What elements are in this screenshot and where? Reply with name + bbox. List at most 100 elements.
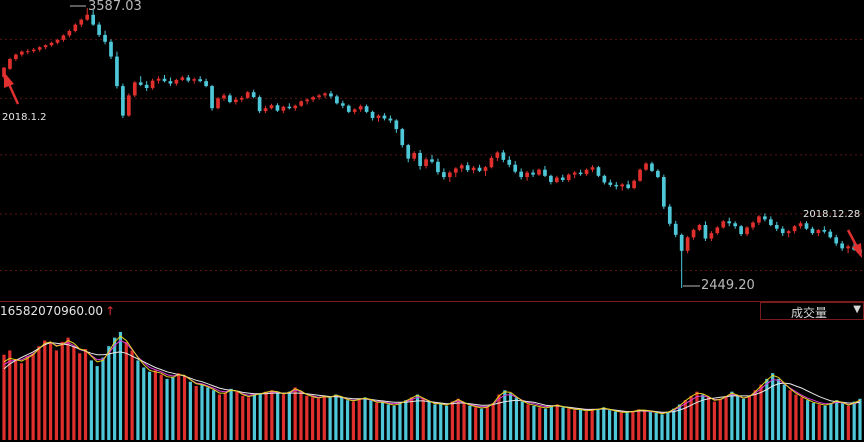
candle: [406, 143, 411, 163]
candle: [370, 110, 375, 121]
candle: [25, 49, 30, 55]
candle: [638, 168, 642, 182]
volume-bar: [462, 403, 466, 440]
volume-bar: [805, 400, 810, 440]
volume-bar: [485, 407, 489, 440]
volume-bar: [363, 397, 367, 440]
volume-bar: [48, 343, 53, 440]
volume-bar: [811, 403, 816, 440]
volume-bar: [532, 405, 536, 440]
volume-bar: [701, 394, 705, 440]
volume-bar: [840, 403, 845, 440]
candle: [566, 173, 571, 182]
candle: [792, 225, 797, 234]
start-arrow-icon: [4, 72, 20, 105]
candle: [614, 181, 619, 190]
volume-bar: [246, 397, 251, 440]
volume-bar: [776, 378, 781, 440]
candle: [37, 46, 42, 52]
candle: [287, 103, 292, 110]
candle: [424, 157, 428, 169]
candle: [49, 41, 54, 47]
volume-bar: [421, 398, 425, 440]
volume-bar: [450, 401, 454, 440]
candle: [453, 167, 458, 178]
volume-max-readout: 16582070960.00 ↑: [0, 304, 115, 318]
volume-bar: [118, 331, 123, 440]
candle: [632, 179, 636, 190]
candle: [257, 95, 262, 114]
volume-bar: [625, 412, 629, 440]
candle: [222, 93, 226, 101]
candle: [501, 150, 506, 163]
volume-bar: [596, 408, 600, 440]
volume-bar: [177, 373, 181, 440]
candle: [602, 174, 607, 185]
volume-bar: [613, 411, 618, 440]
volume-bar: [241, 395, 245, 440]
volume-bar: [258, 393, 262, 440]
volume-bar: [479, 408, 484, 440]
candle: [733, 221, 738, 229]
volume-bar: [456, 398, 460, 440]
volume-bar: [398, 403, 402, 440]
volume-bar: [724, 395, 728, 440]
candle: [709, 231, 714, 241]
candle: [340, 100, 345, 109]
volume-bar: [276, 391, 280, 440]
volume-bar: [293, 387, 297, 440]
candle: [275, 103, 280, 112]
volume-bar: [380, 401, 385, 440]
volume-bar: [509, 393, 513, 440]
volume-bar: [270, 390, 274, 440]
start-date-label: 2018.1.2: [2, 112, 47, 123]
volume-bar: [404, 400, 408, 440]
volume-bar: [281, 394, 286, 440]
volume-bar: [264, 391, 268, 440]
candle: [174, 78, 179, 86]
candle: [121, 83, 125, 119]
candlestick-series: [2, 8, 862, 288]
candle: [162, 75, 167, 83]
volume-bar: [718, 398, 722, 440]
candle: [810, 226, 815, 235]
volume-bar: [514, 397, 519, 440]
volume-bar: [235, 391, 239, 440]
candle: [73, 23, 78, 33]
volume-bar: [386, 404, 390, 440]
candle: [132, 81, 137, 98]
volume-bar: [491, 403, 495, 440]
candle: [644, 162, 648, 171]
candle: [590, 165, 595, 173]
candle: [822, 226, 827, 234]
volume-bar: [188, 381, 192, 440]
candle: [584, 168, 589, 176]
candle: [751, 221, 755, 230]
candle: [483, 165, 488, 176]
volume-bar: [14, 358, 18, 440]
volume-bar: [631, 410, 635, 440]
volume-bar: [287, 391, 291, 440]
candle: [91, 9, 96, 26]
volume-bar: [66, 337, 70, 440]
volume-bar: [520, 401, 524, 440]
candle: [846, 244, 850, 254]
candle: [673, 220, 678, 238]
volume-bar: [741, 398, 746, 440]
volume-ma-line: [3, 335, 861, 415]
candle: [442, 168, 446, 180]
candle: [798, 221, 803, 229]
candle: [269, 103, 274, 110]
indicator-selector[interactable]: 成交量 ▼: [760, 302, 864, 320]
candle: [293, 104, 298, 111]
candle: [61, 34, 66, 42]
candle: [239, 95, 244, 103]
candle: [465, 162, 470, 173]
volume-bar: [788, 390, 792, 440]
candle: [757, 215, 761, 225]
volume-bar: [410, 397, 414, 440]
candle: [549, 174, 553, 185]
candle: [620, 183, 625, 191]
volume-bar: [83, 349, 88, 440]
candle: [192, 77, 197, 84]
